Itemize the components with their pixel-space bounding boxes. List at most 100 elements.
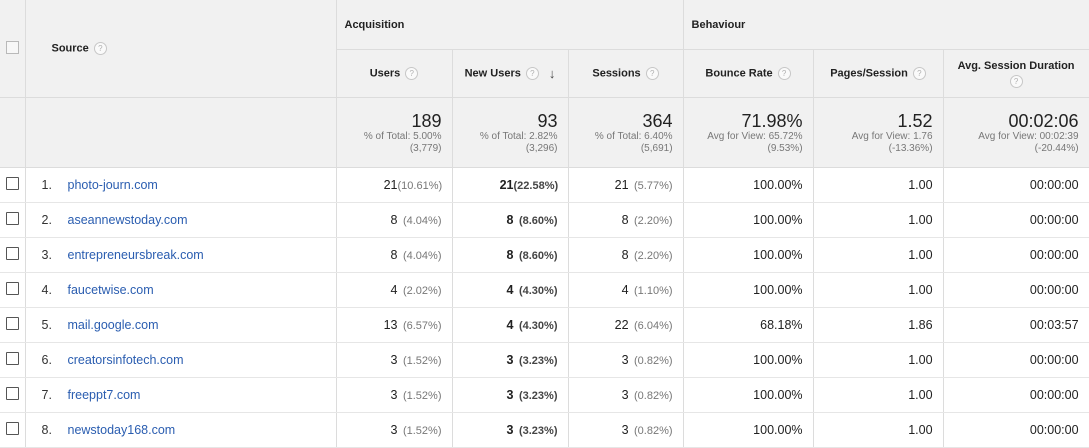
new-users-pct: (3.23%) bbox=[518, 355, 558, 367]
help-icon[interactable]: ? bbox=[912, 67, 926, 80]
new-users-cell: 3 (3.23%) bbox=[452, 342, 569, 378]
total-sub: (-13.36%) bbox=[888, 142, 933, 154]
new-users-pct: (4.30%) bbox=[518, 320, 558, 332]
row-index: 7. bbox=[41, 388, 52, 402]
total-value: 189 bbox=[411, 110, 442, 131]
row-checkbox[interactable] bbox=[5, 352, 19, 365]
new-users-column-header[interactable]: New Users? ↓ bbox=[452, 49, 569, 98]
sessions-pct: (6.04%) bbox=[634, 320, 673, 332]
bounce-rate-cell: 100.00% bbox=[683, 167, 814, 203]
row-checkbox[interactable] bbox=[5, 422, 19, 435]
bounce-rate-cell: 100.00% bbox=[683, 342, 814, 378]
row-checkbox[interactable] bbox=[5, 317, 19, 330]
pages-session-cell: 1.00 bbox=[813, 202, 944, 238]
row-checkbox[interactable] bbox=[5, 212, 19, 225]
total-sub: (5,691) bbox=[640, 142, 673, 154]
help-icon[interactable]: ? bbox=[645, 67, 659, 80]
row-checkbox-cell bbox=[0, 412, 26, 448]
source-cell: 3. entrepreneursbreak.com bbox=[25, 237, 337, 273]
bounce-rate-column-header[interactable]: Bounce Rate? bbox=[683, 49, 814, 98]
source-link[interactable]: newstoday168.com bbox=[67, 423, 176, 437]
sessions-pct: (0.82%) bbox=[634, 355, 673, 367]
avg-duration-cell: 00:00:00 bbox=[943, 412, 1089, 448]
users-cell: 8 (4.04%) bbox=[336, 237, 453, 273]
users-column-header[interactable]: Users? bbox=[336, 49, 453, 98]
sessions-cell: 21 (5.77%) bbox=[568, 167, 684, 203]
users-value: 3 bbox=[390, 353, 398, 367]
sessions-pct: (2.20%) bbox=[634, 250, 673, 262]
row-index: 4. bbox=[41, 283, 52, 297]
users-value: 4 bbox=[390, 283, 398, 297]
users-cell: 3 (1.52%) bbox=[336, 377, 453, 413]
avg-duration-column-header[interactable]: Avg. Session Duration ? bbox=[943, 49, 1089, 98]
bounce-rate-header-label: Bounce Rate bbox=[705, 67, 773, 80]
total-value: 364 bbox=[642, 110, 673, 131]
row-checkbox[interactable] bbox=[5, 177, 19, 190]
avg-duration-cell: 00:00:00 bbox=[943, 167, 1089, 203]
new-users-value: 4 bbox=[506, 318, 514, 332]
source-cell: 5. mail.google.com bbox=[25, 307, 337, 343]
sessions-value: 3 bbox=[621, 353, 629, 367]
sessions-column-header[interactable]: Sessions? bbox=[568, 49, 684, 98]
new-users-value: 3 bbox=[506, 423, 514, 437]
users-pct: (1.52%) bbox=[402, 425, 442, 437]
total-sub: % of Total: 5.00% bbox=[363, 130, 442, 142]
source-link[interactable]: mail.google.com bbox=[67, 318, 159, 332]
help-icon[interactable]: ? bbox=[1009, 74, 1023, 88]
sort-descending-icon[interactable]: ↓ bbox=[548, 66, 556, 81]
users-cell: 21(10.61%) bbox=[336, 167, 453, 203]
new-users-pct: (22.58%) bbox=[513, 180, 559, 192]
total-sub: (3,779) bbox=[409, 142, 442, 154]
bounce-rate-cell: 100.00% bbox=[683, 412, 814, 448]
row-checkbox-cell bbox=[0, 342, 26, 378]
bounce-rate-cell: 100.00% bbox=[683, 272, 814, 308]
avg-duration-cell: 00:00:00 bbox=[943, 342, 1089, 378]
new-users-value: 4 bbox=[506, 283, 514, 297]
total-sub: Avg for View: 00:02:39 bbox=[978, 130, 1079, 142]
total-value: 93 bbox=[537, 110, 558, 131]
sessions-value: 4 bbox=[621, 283, 629, 297]
avg-duration-cell: 00:00:00 bbox=[943, 202, 1089, 238]
sessions-cell: 4 (1.10%) bbox=[568, 272, 684, 308]
source-link[interactable]: creatorsinfotech.com bbox=[67, 353, 184, 367]
new-users-value: 8 bbox=[506, 213, 514, 227]
row-checkbox-cell bbox=[0, 307, 26, 343]
source-cell: 4. faucetwise.com bbox=[25, 272, 337, 308]
total-sub: (3,296) bbox=[525, 142, 558, 154]
row-index: 8. bbox=[41, 423, 52, 437]
source-link[interactable]: freeppt7.com bbox=[67, 388, 141, 402]
row-checkbox[interactable] bbox=[5, 282, 19, 295]
row-index: 6. bbox=[41, 353, 52, 367]
users-cell: 13 (6.57%) bbox=[336, 307, 453, 343]
bounce-rate-cell: 68.18% bbox=[683, 307, 814, 343]
help-icon[interactable]: ? bbox=[525, 67, 539, 80]
select-all-checkbox[interactable] bbox=[5, 40, 19, 54]
new-users-pct: (8.60%) bbox=[518, 250, 558, 262]
new-users-header-label: New Users bbox=[464, 67, 521, 80]
new-users-value: 3 bbox=[506, 388, 514, 402]
users-pct: (6.57%) bbox=[402, 320, 442, 332]
row-index: 3. bbox=[41, 248, 52, 262]
row-checkbox[interactable] bbox=[5, 387, 19, 400]
pages-session-column-header[interactable]: Pages/Session? bbox=[813, 49, 944, 98]
total-value: 1.52 bbox=[897, 110, 933, 131]
source-header-label: Source bbox=[51, 42, 89, 55]
help-icon[interactable]: ? bbox=[405, 67, 419, 80]
source-link[interactable]: photo-journ.com bbox=[67, 178, 158, 192]
table-row: 7. freeppt7.com 3 (1.52%) 3 (3.23%) 3 (0.82%… bbox=[0, 377, 1089, 413]
source-link[interactable]: aseannewstoday.com bbox=[67, 213, 188, 227]
users-value: 8 bbox=[390, 248, 398, 262]
new-users-cell: 3 (3.23%) bbox=[452, 377, 569, 413]
source-link[interactable]: entrepreneursbreak.com bbox=[67, 248, 204, 262]
row-checkbox[interactable] bbox=[5, 247, 19, 260]
help-icon[interactable]: ? bbox=[777, 67, 791, 80]
pages-session-cell: 1.00 bbox=[813, 272, 944, 308]
source-header[interactable]: Source? bbox=[25, 0, 337, 98]
help-icon[interactable]: ? bbox=[93, 42, 107, 55]
sessions-value: 3 bbox=[621, 423, 629, 437]
users-cell: 4 (2.02%) bbox=[336, 272, 453, 308]
avg-duration-header-label: Avg. Session Duration bbox=[957, 59, 1075, 72]
source-link[interactable]: faucetwise.com bbox=[67, 283, 154, 297]
new-users-pct: (3.23%) bbox=[518, 425, 558, 437]
